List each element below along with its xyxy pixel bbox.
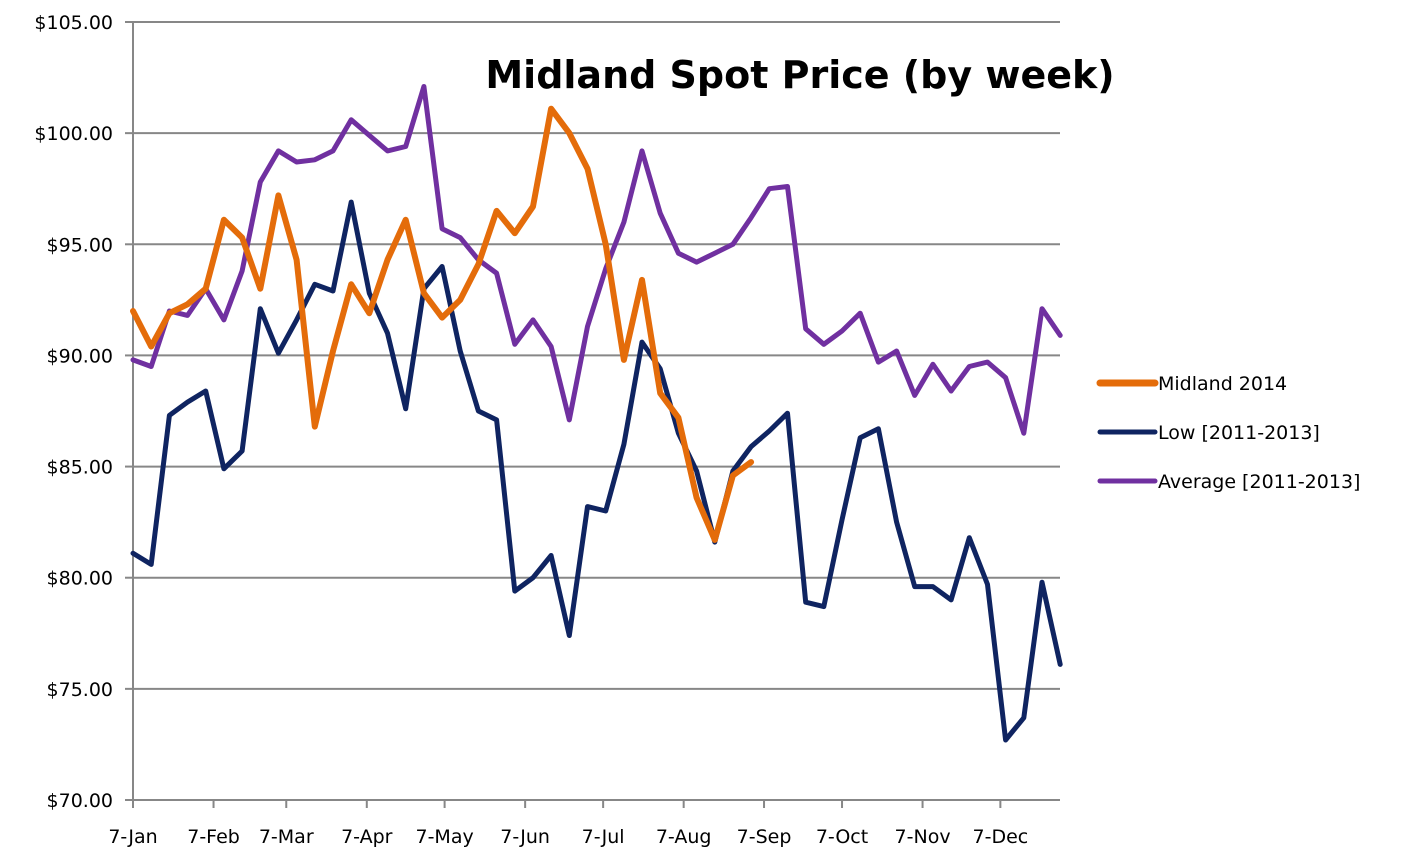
legend: Midland 2014 Low [2011-2013] Average [2011… xyxy=(1096,373,1360,493)
x-tick-label: 7-Mar xyxy=(259,826,314,848)
x-tick-label: 7-May xyxy=(415,826,473,848)
chart-title: Midland Spot Price (by week) xyxy=(485,53,1114,97)
y-tick-label: $75.00 xyxy=(47,679,113,701)
y-tick-label: $95.00 xyxy=(47,234,113,256)
y-axis-labels: $70.00 $75.00 $80.00 $85.00 $90.00 $95.00 $100… xyxy=(34,12,113,812)
x-axis-labels: 7-Jan 7-Feb 7-Mar 7-Apr 7-May 7-Jun 7-Jul 7-Aug… xyxy=(108,826,1028,848)
series-lines xyxy=(130,84,1063,743)
x-tick-label: 7-Aug xyxy=(656,826,712,848)
y-tick-label: $70.00 xyxy=(47,790,113,812)
x-tick-label: 7-Jul xyxy=(582,826,625,848)
legend-label: Midland 2014 xyxy=(1158,373,1287,395)
x-tick-label: 7-Nov xyxy=(895,826,951,848)
x-tick-label: 7-Feb xyxy=(187,826,240,848)
y-tick-label: $100.00 xyxy=(34,123,113,145)
x-tick-label: 7-Dec xyxy=(973,826,1029,848)
x-tick-label: 7-Oct xyxy=(816,826,868,848)
x-tick-label: 7-Jan xyxy=(108,826,157,848)
gridlines xyxy=(133,21,1060,690)
series-line-midland-2014 xyxy=(130,105,755,543)
x-tick-label: 7-Jun xyxy=(500,826,550,848)
x-tick-label: 7-Apr xyxy=(341,826,393,848)
x-tick-label: 7-Sep xyxy=(737,826,792,848)
y-tick-label: $90.00 xyxy=(47,345,113,367)
y-tick-label: $105.00 xyxy=(34,12,113,34)
legend-item: Low [2011-2013] xyxy=(1097,422,1320,444)
legend-label: Average [2011-2013] xyxy=(1158,471,1360,493)
y-tick-label: $80.00 xyxy=(47,568,113,590)
axes xyxy=(125,21,1060,808)
y-tick-label: $85.00 xyxy=(47,457,113,479)
series-line-average-2011-2013 xyxy=(130,84,1063,436)
series-line-low-2011-2013 xyxy=(130,199,1063,743)
legend-item: Midland 2014 xyxy=(1096,373,1287,395)
legend-item: Average [2011-2013] xyxy=(1097,471,1360,493)
legend-label: Low [2011-2013] xyxy=(1158,422,1320,444)
